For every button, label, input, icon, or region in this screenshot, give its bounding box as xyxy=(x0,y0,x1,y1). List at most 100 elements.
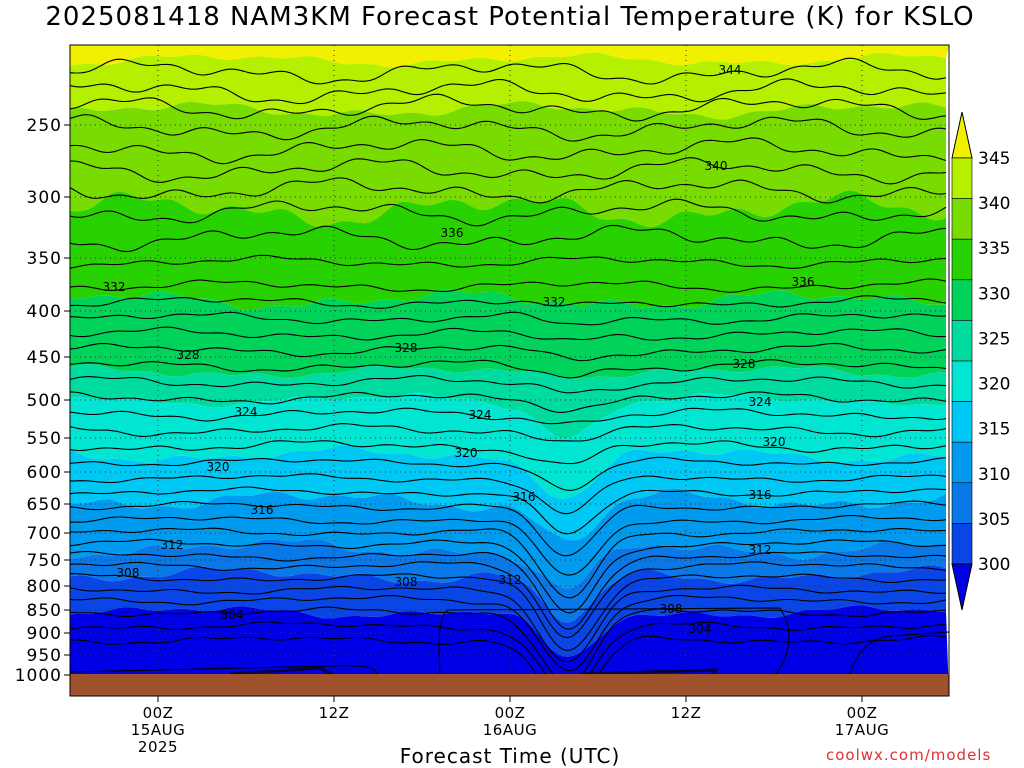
contour-line xyxy=(70,254,946,269)
y-tick-label: 500 xyxy=(27,391,62,411)
contour-line xyxy=(70,391,947,413)
contour-line xyxy=(70,561,947,639)
color-bands xyxy=(70,45,949,696)
color-band xyxy=(70,45,949,68)
colorbar-segment xyxy=(951,523,973,565)
contour-line xyxy=(70,423,947,442)
contour-label: 320 xyxy=(207,460,230,474)
color-band xyxy=(70,393,946,499)
contour-label: 312 xyxy=(749,543,772,557)
contour-line xyxy=(70,157,947,185)
contour-line xyxy=(70,440,947,465)
contour-line xyxy=(70,78,947,105)
contour-line xyxy=(70,538,946,614)
contour-labels: 344 340 336 336 332 332 328 328 328 324 324 324 320 3… xyxy=(103,63,815,636)
contour-line xyxy=(70,473,947,515)
colorbar-label: 330 xyxy=(978,284,1010,304)
contour-label: 308 xyxy=(117,566,140,580)
contour-line xyxy=(70,606,947,685)
contour-line xyxy=(70,57,947,85)
contour-label: 316 xyxy=(749,488,772,502)
contour-label: 308 xyxy=(395,575,418,589)
contour-line xyxy=(70,198,947,227)
y-tick-label: 550 xyxy=(27,429,62,449)
contour-label: 324 xyxy=(469,408,492,422)
contour-label: 332 xyxy=(103,280,126,294)
contour-line xyxy=(70,635,947,696)
colorbar-label: 340 xyxy=(978,194,1010,214)
y-tick-label: 1000 xyxy=(15,666,62,686)
contour-line xyxy=(70,137,947,165)
contour-line xyxy=(70,621,947,696)
contour-line xyxy=(70,114,947,142)
x-tick-label: 00Z xyxy=(847,704,878,722)
colorbar-label: 335 xyxy=(978,239,1010,259)
contour-label: 304 xyxy=(689,622,712,636)
y-tick-label: 900 xyxy=(27,624,62,644)
contour-lines xyxy=(70,57,949,696)
contour-line xyxy=(70,527,946,599)
y-tick-label: 800 xyxy=(27,577,62,597)
contour-line xyxy=(70,456,947,491)
x-tick-label: 00Z xyxy=(495,704,526,722)
contour-line xyxy=(70,573,947,651)
color-band xyxy=(70,190,946,311)
contour-line xyxy=(70,374,947,394)
y-tick-label: 950 xyxy=(27,646,62,666)
color-band xyxy=(70,565,946,657)
colorbar-arrow-bottom xyxy=(951,563,973,611)
contour-label: 308 xyxy=(660,602,683,616)
contour-line xyxy=(70,177,947,204)
colorbar-segment xyxy=(951,360,973,402)
x-tick-label: 17AUG xyxy=(835,721,889,739)
colorbar-arrow-top xyxy=(951,111,973,159)
colorbar-label: 305 xyxy=(978,510,1010,530)
colorbar-segment xyxy=(951,279,973,321)
y-tick-label: 350 xyxy=(27,249,62,269)
y-tick-label: 450 xyxy=(27,348,62,368)
contour-label: 312 xyxy=(499,573,522,587)
contour-label: 304 xyxy=(221,608,244,622)
contour-label: 344 xyxy=(719,63,742,77)
color-band xyxy=(70,289,946,379)
contour-line xyxy=(70,224,947,253)
contour-line xyxy=(70,486,947,535)
y-tick-label: 700 xyxy=(27,524,62,544)
colorbar-label: 345 xyxy=(978,149,1010,169)
contour-line xyxy=(70,550,947,630)
y-tick-label: 400 xyxy=(27,302,62,322)
colorbar-segment xyxy=(951,157,973,199)
x-tick-label: 12Z xyxy=(671,704,702,722)
contour-line xyxy=(70,584,947,663)
contour-line xyxy=(70,93,947,122)
contour-label: 340 xyxy=(705,159,728,173)
contour-line xyxy=(70,514,947,576)
y-tick-label: 600 xyxy=(27,463,62,483)
colorbar-segment xyxy=(951,320,973,362)
x-tick-label: 15AUG xyxy=(131,721,185,739)
contour-line xyxy=(70,278,947,293)
contour-label: 320 xyxy=(455,446,478,460)
contour-line xyxy=(70,359,947,379)
colorbar-segment xyxy=(951,482,973,524)
contour-label: 332 xyxy=(543,295,566,309)
contour-label: 316 xyxy=(251,503,274,517)
y-tick-label: 650 xyxy=(27,495,62,515)
color-band xyxy=(70,101,946,228)
colorbar-label: 320 xyxy=(978,375,1010,395)
contour-label: 324 xyxy=(749,395,772,409)
contour-label: 336 xyxy=(441,226,464,240)
colorbar-label: 325 xyxy=(978,329,1010,349)
color-band xyxy=(70,364,946,439)
chart-title: 2025081418 NAM3KM Forecast Potential Tem… xyxy=(45,2,975,32)
contour-line xyxy=(70,326,947,341)
x-tick-label: 12Z xyxy=(319,704,350,722)
contour-label: 312 xyxy=(161,538,184,552)
x-tick-label: 00Z xyxy=(143,704,174,722)
y-tick-label: 750 xyxy=(27,551,62,571)
contour-label: 316 xyxy=(513,490,536,504)
colorbar-label: 315 xyxy=(978,420,1010,440)
colorbar-label: 310 xyxy=(978,465,1010,485)
contour-label: 324 xyxy=(235,405,258,419)
contour-label: 320 xyxy=(763,435,786,449)
